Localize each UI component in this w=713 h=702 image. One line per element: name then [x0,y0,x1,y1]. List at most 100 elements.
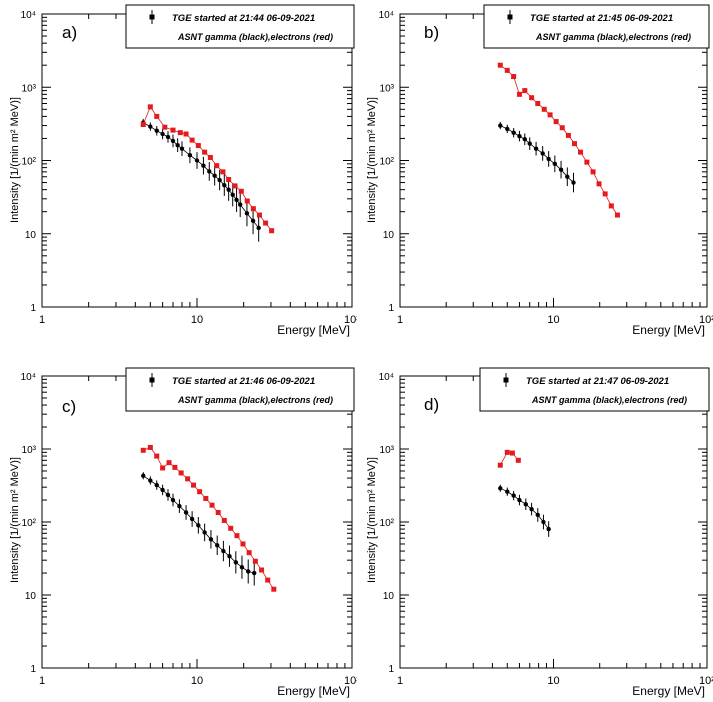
electron-data-point [614,212,620,218]
electron-data-point [189,137,195,143]
x-tick-label: 1 [39,314,45,326]
gamma-data-point [565,174,570,179]
electron-data-point [177,130,183,136]
electron-data-point [202,149,208,155]
electron-data-point [183,131,189,137]
y-tick-label: 1 [30,303,36,314]
y-tick-label: 10³ [22,83,37,94]
electron-data-point [541,106,547,112]
panel-letter: a) [62,23,77,42]
gamma-data-point [208,537,214,542]
y-tick-label: 10 [25,591,37,602]
x-tick-label: 10 [547,314,559,326]
panel-background [357,0,713,345]
electron-data-point [497,462,503,468]
gamma-data-point [217,177,222,183]
gamma-data-point [212,173,217,178]
gamma-data-point [201,163,206,168]
legend-box [125,367,355,412]
electron-data-point [228,525,234,531]
gamma-data-point [552,161,558,167]
legend-subtitle: ASNT gamma (black),electrons (red) [535,32,691,42]
gamma-data-point [571,180,576,185]
y-tick-label: 10 [383,591,395,602]
gamma-data-point [148,478,153,483]
legend-box [125,4,355,49]
electron-data-point [584,159,590,165]
gamma-data-point [189,516,195,522]
electron-data-point [220,169,226,175]
y-tick-label: 10³ [22,445,37,456]
chart-panel-3: 1 10 10² 1 10 10² 10³ 10⁴ Energy [MeV] Intensity … [0,362,360,702]
gamma-data-point [505,126,510,132]
electron-data-point [191,482,197,488]
gamma-data-point [160,487,165,493]
electron-data-point [207,154,213,160]
electron-series-line [143,447,275,590]
gamma-data-point [196,523,201,528]
gamma-data-point [239,565,245,570]
gamma-data-point [529,506,534,512]
electron-data-point [140,447,146,453]
gamma-data-point [517,133,522,139]
gamma-data-point [546,156,551,162]
y-axis-title: Intensity [1/(min m² MeV)] [9,457,21,583]
electron-data-point [203,495,209,501]
electron-data-point [140,122,146,128]
gamma-data-point [170,138,176,144]
gamma-data-point [527,141,532,146]
electron-data-point [238,188,244,194]
electron-data-point [221,517,227,523]
electron-data-point [244,198,250,204]
electron-data-point [553,119,559,125]
gamma-data-point [141,473,146,478]
gamma-data-point [522,137,527,142]
gamma-data-point [165,492,171,498]
electron-data-point [197,489,203,495]
gamma-data-point [160,131,165,137]
electron-data-point [226,177,232,183]
electron-data-point [565,132,571,138]
gamma-data-point [154,482,159,488]
legend-box [483,4,710,49]
electron-data-point [571,141,577,147]
electron-data-point [596,181,602,187]
gamma-data-point [175,142,180,148]
electron-data-point [265,577,271,583]
y-tick-label: 10 [383,230,395,241]
electron-data-point [602,191,608,197]
x-tick-label: 1 [39,675,45,687]
electron-data-point [162,124,168,130]
legend-subtitle: ASNT gamma (black),electrons (red) [177,395,333,405]
x-axis-title: Energy [MeV] [277,323,350,337]
electron-data-point [263,220,269,226]
electron-data-point [578,149,584,155]
x-axis-title: Energy [MeV] [632,323,705,337]
gamma-data-point [234,197,239,203]
gamma-data-point [558,167,564,172]
y-tick-label: 1 [388,664,394,675]
x-tick-label: 1 [397,314,403,326]
gamma-data-point [517,497,522,503]
y-tick-label: 10² [22,518,37,529]
electron-data-point [195,143,201,149]
gamma-data-point [202,530,207,535]
y-tick-label: 1 [30,664,36,675]
gamma-data-point [148,124,153,129]
panel-background [0,362,356,702]
x-tick-label: 10² [344,314,360,326]
gamma-data-point [546,526,551,532]
gamma-data-point [177,503,182,509]
y-tick-label: 1 [388,303,394,314]
legend-marker [149,377,155,383]
legend-subtitle: ASNT gamma (black),electrons (red) [177,32,333,42]
electron-data-point [547,112,553,118]
electron-data-point [154,453,160,459]
gamma-data-point [498,123,503,128]
y-tick-label: 10² [22,157,37,168]
legend-marker [507,14,513,20]
x-tick-label: 10² [699,675,713,687]
electron-data-point [240,541,246,547]
electron-data-point [147,104,153,110]
electron-data-point [535,101,541,107]
